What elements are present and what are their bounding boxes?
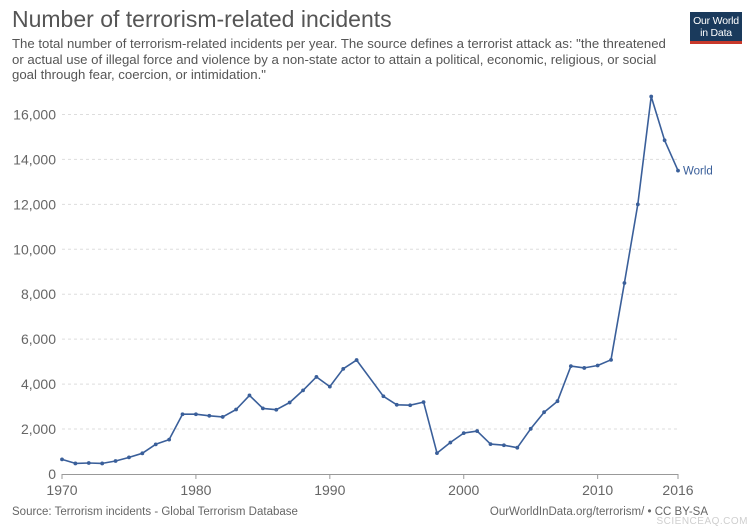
data-point[interactable] bbox=[461, 431, 466, 436]
chart-subtitle: The total number of terrorism-related in… bbox=[12, 36, 666, 82]
data-point[interactable] bbox=[60, 457, 64, 462]
data-point[interactable] bbox=[301, 388, 305, 393]
data-point[interactable] bbox=[435, 451, 439, 456]
y-tick-label: 8,000 bbox=[21, 286, 56, 302]
gridlines bbox=[62, 113, 678, 430]
x-tick-label: 1990 bbox=[314, 482, 345, 498]
data-point[interactable] bbox=[488, 442, 493, 447]
x-tick-label: 2010 bbox=[582, 482, 613, 498]
data-point[interactable] bbox=[327, 384, 332, 389]
data-point[interactable] bbox=[180, 412, 185, 417]
data-point[interactable] bbox=[381, 394, 386, 399]
data-point[interactable] bbox=[247, 393, 252, 398]
owid-logo[interactable]: Our World in Data bbox=[690, 12, 742, 44]
data-point[interactable] bbox=[341, 366, 346, 371]
chart-title: Number of terrorism-related incidents bbox=[12, 6, 392, 32]
data-point[interactable] bbox=[528, 426, 533, 431]
y-tick-label: 10,000 bbox=[13, 241, 56, 257]
data-point[interactable] bbox=[220, 415, 225, 419]
line-chart: 0 2,000 4,000 6,000 8,000 10,000 12,000 14,000 1… bbox=[13, 94, 713, 498]
data-point[interactable] bbox=[314, 375, 319, 379]
watermark: SCIENCEAQ.COM bbox=[656, 516, 748, 527]
x-tick-label: 2016 bbox=[662, 482, 693, 498]
data-point[interactable] bbox=[394, 402, 399, 407]
logo-line-1: Our World bbox=[693, 15, 739, 27]
data-point[interactable] bbox=[568, 364, 573, 369]
data-point[interactable] bbox=[73, 461, 78, 466]
data-point[interactable] bbox=[167, 437, 172, 442]
data-point[interactable] bbox=[542, 410, 546, 415]
y-tick-label: 6,000 bbox=[21, 331, 56, 347]
data-point[interactable] bbox=[274, 407, 279, 412]
data-point[interactable] bbox=[153, 442, 158, 447]
data-point[interactable] bbox=[100, 461, 105, 466]
y-tick-label: 16,000 bbox=[13, 106, 56, 122]
data-point[interactable] bbox=[555, 399, 560, 404]
data-point[interactable] bbox=[502, 443, 506, 448]
data-point[interactable] bbox=[127, 455, 131, 460]
source-note: Source: Terrorism incidents - Global Ter… bbox=[12, 506, 298, 518]
data-point[interactable] bbox=[113, 459, 118, 463]
data-point[interactable] bbox=[260, 406, 265, 411]
data-point[interactable] bbox=[649, 94, 654, 99]
series-label: World bbox=[683, 166, 713, 178]
data-point[interactable] bbox=[662, 138, 667, 143]
data-point[interactable] bbox=[207, 413, 212, 418]
y-axis: 0 2,000 4,000 6,000 8,000 10,000 12,000 14,000 1… bbox=[13, 106, 56, 482]
data-point[interactable] bbox=[86, 461, 91, 465]
y-tick-label: 14,000 bbox=[13, 151, 56, 167]
data-point[interactable] bbox=[582, 366, 587, 370]
data-point[interactable] bbox=[140, 451, 145, 456]
data-point[interactable] bbox=[408, 403, 413, 408]
data-point[interactable] bbox=[194, 412, 198, 417]
data-point[interactable] bbox=[287, 400, 292, 405]
x-tick-label: 2000 bbox=[448, 482, 479, 498]
data-point[interactable] bbox=[676, 168, 680, 173]
series-world[interactable]: World bbox=[60, 94, 713, 466]
data-point[interactable] bbox=[421, 400, 426, 404]
data-point[interactable] bbox=[595, 363, 600, 368]
credit-link[interactable]: OurWorldInData.org/terrorism/ • CC BY-SA bbox=[489, 506, 708, 518]
logo-line-2: in Data bbox=[700, 26, 732, 39]
data-point[interactable] bbox=[475, 429, 480, 433]
data-point[interactable] bbox=[609, 357, 613, 362]
x-axis: 1970 1980 1990 2000 2010 2016 bbox=[46, 474, 694, 498]
series-line bbox=[61, 95, 679, 465]
x-tick-label: 1980 bbox=[180, 482, 211, 498]
data-point[interactable] bbox=[622, 281, 627, 285]
data-point[interactable] bbox=[234, 407, 238, 412]
data-point[interactable] bbox=[354, 358, 359, 362]
y-tick-label: 2,000 bbox=[21, 421, 56, 437]
y-tick-label: 0 bbox=[48, 466, 56, 482]
data-point[interactable] bbox=[515, 445, 520, 450]
x-tick-label: 1970 bbox=[46, 482, 77, 498]
data-point[interactable] bbox=[448, 440, 453, 445]
data-point[interactable] bbox=[635, 202, 640, 207]
y-tick-label: 4,000 bbox=[21, 376, 56, 392]
y-tick-label: 12,000 bbox=[13, 196, 56, 212]
